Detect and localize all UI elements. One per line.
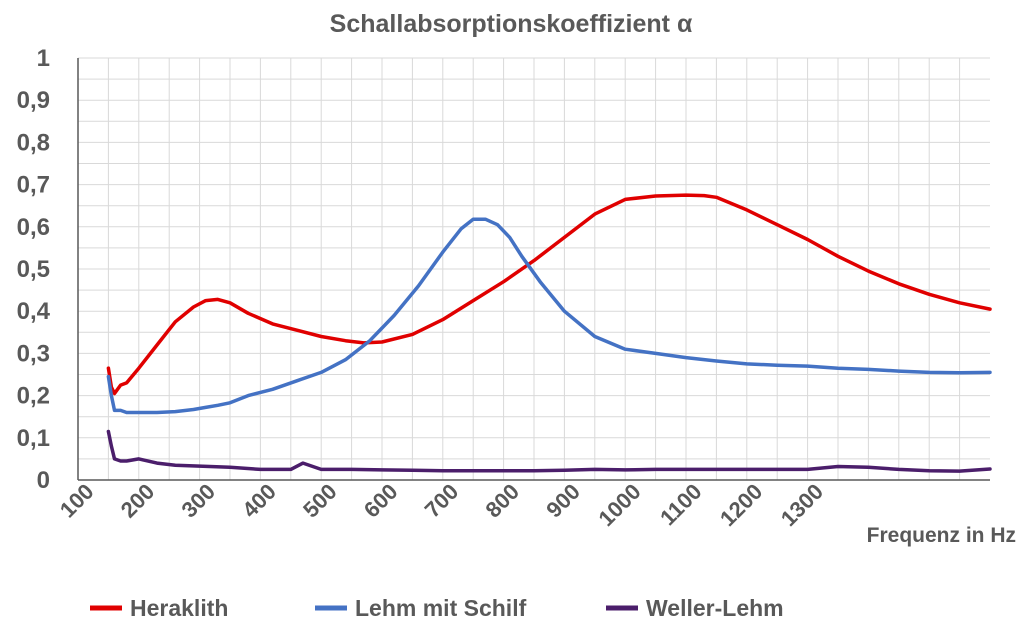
y-tick-label: 0,5 (17, 256, 50, 283)
legend-label: Lehm mit Schilf (355, 595, 527, 621)
y-tick-label: 0,9 (17, 87, 50, 114)
grid (78, 57, 990, 480)
y-tick-label: 0,6 (17, 214, 50, 241)
x-tick-label: 400 (237, 479, 281, 523)
y-tick-label: 0,8 (17, 129, 50, 156)
series-line-1 (106, 217, 992, 415)
legend-label: Weller-Lehm (646, 595, 784, 621)
x-axis-ticks: 100 200 300 400 500 600 700 800 900 1000 1100 1200 1… (55, 479, 828, 531)
y-tick-label: 0 (37, 467, 50, 494)
x-tick-label: 1000 (593, 479, 645, 531)
x-tick-label: 1100 (655, 479, 706, 530)
y-tick-label: 1 (37, 45, 50, 72)
x-tick-label: 100 (55, 479, 99, 523)
y-tick-label: 0,2 (17, 383, 50, 410)
x-tick-label: 700 (420, 479, 464, 523)
legend-label: Heraklith (130, 595, 228, 621)
y-tick-label: 0,7 (17, 172, 50, 199)
chart-title: Schallabsorptionskoeffizient α (330, 10, 693, 38)
legend: Heraklith Lehm mit Schilf Weller-Lehm (90, 595, 784, 621)
y-tick-label: 0,4 (17, 298, 51, 325)
x-tick-label: 500 (298, 479, 342, 523)
y-tick-label: 0,1 (17, 425, 50, 452)
x-tick-label: 1200 (715, 479, 767, 531)
x-tick-label: 900 (541, 479, 585, 523)
y-tick-label: 0,3 (17, 340, 50, 367)
x-tick-label: 600 (359, 479, 403, 523)
x-axis-label: Frequenz in Hz (867, 524, 1016, 547)
x-tick-label: 300 (176, 479, 220, 523)
x-tick-label: 1300 (776, 479, 828, 531)
y-axis-ticks: 0 0,1 0,2 0,3 0,4 0,5 0,6 0,7 0,8 0,9 1 (17, 45, 51, 494)
x-tick-label: 200 (116, 479, 160, 523)
series-lines (106, 193, 992, 473)
x-tick-label: 800 (480, 479, 524, 523)
series-line-2 (106, 429, 992, 473)
series-line-0 (106, 193, 992, 396)
